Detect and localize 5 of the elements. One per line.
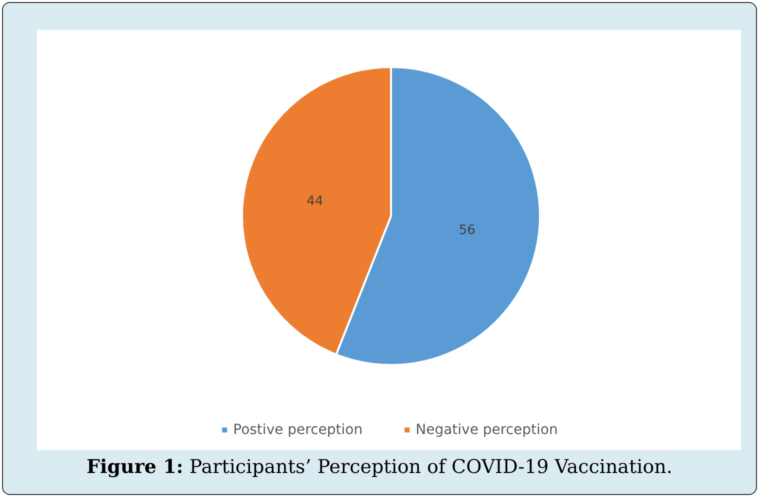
text: Figure 1: Participants’ Perception of COVID-19 Vaccination. bbox=[86, 456, 674, 478]
data-label: 44 bbox=[306, 194, 324, 209]
legend-label: Postive perception bbox=[233, 422, 363, 438]
legend-label: Negative perception bbox=[416, 422, 558, 438]
data-label: 56 bbox=[458, 223, 476, 238]
